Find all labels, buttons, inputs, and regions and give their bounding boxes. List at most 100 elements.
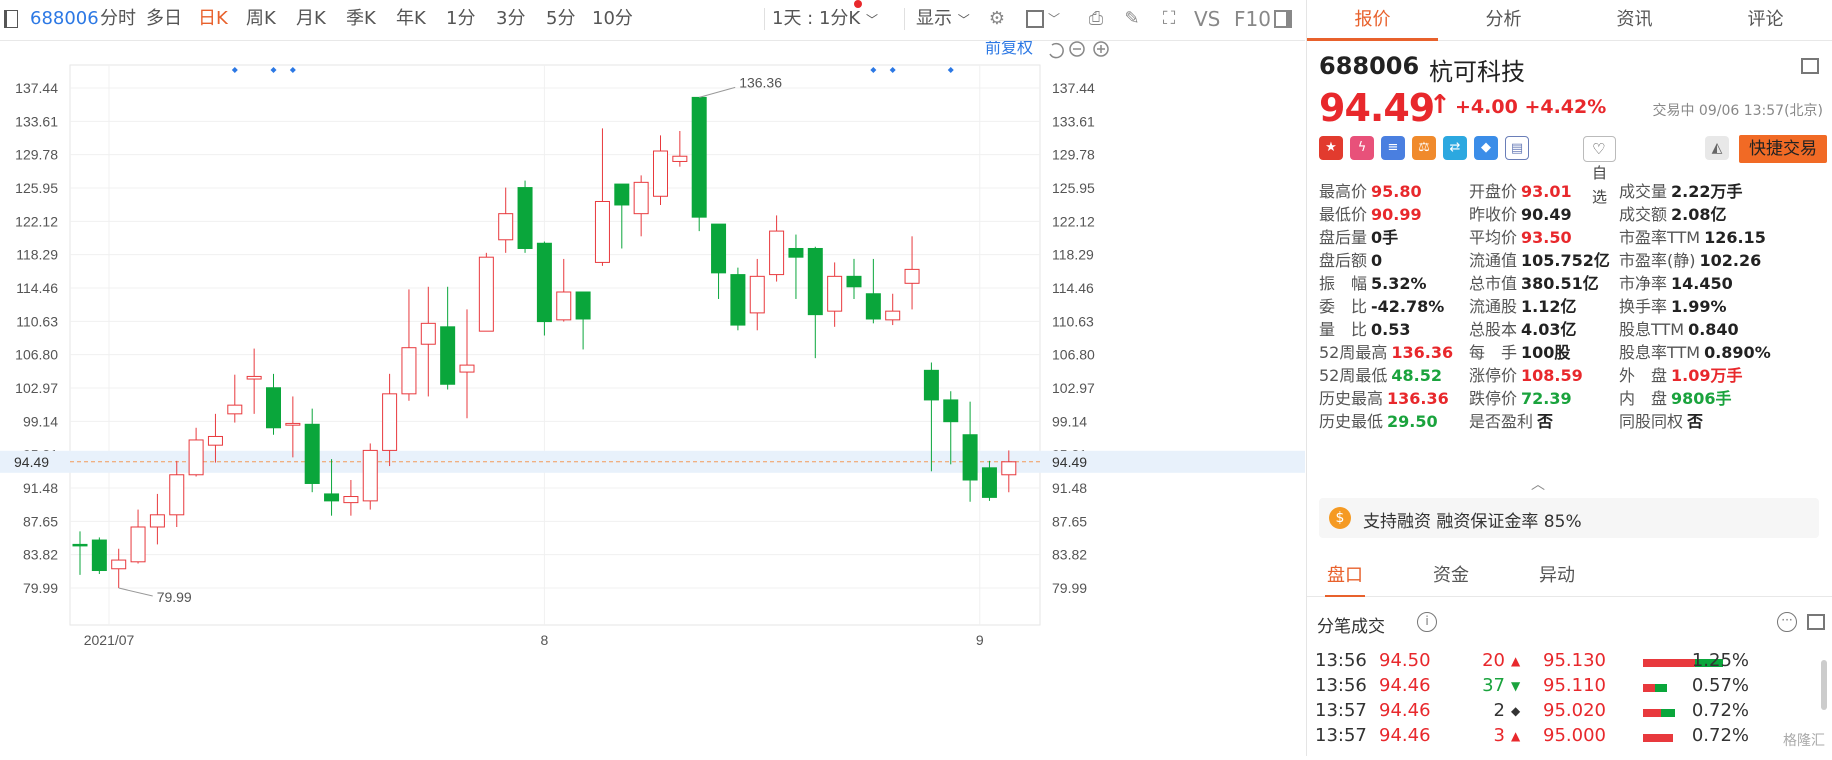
more-icon[interactable]: ··· — [1777, 612, 1797, 632]
stat-cell: 总市值 380.51亿 — [1469, 270, 1599, 294]
f10-button[interactable]: F10 — [1234, 7, 1271, 31]
china-flag-icon[interactable]: ★ — [1319, 136, 1343, 160]
sidebar-icon[interactable] — [1274, 10, 1292, 28]
stat-value: 0手 — [1371, 228, 1399, 247]
fullscreen-icon[interactable]: ⛶ — [1162, 8, 1176, 29]
interval-select[interactable]: 1天 : 1分K ﹀ — [772, 6, 878, 33]
stat-value: 102.26 — [1699, 251, 1762, 270]
tab-funds[interactable]: 资金 — [1433, 565, 1469, 586]
candle-body — [807, 247, 823, 316]
zoom-out-icon[interactable] — [1069, 41, 1085, 57]
bookmark-icon[interactable]: ▤ — [1505, 136, 1529, 160]
kline-chart[interactable]: 137.44 137.44 133.61 133.61 129.78 129.78 125.… — [0, 39, 1305, 756]
add-watchlist-button[interactable]: ♡ 自选 — [1583, 136, 1616, 206]
low-annotation-leader — [118, 587, 153, 597]
orderbook-pct: 0.72% — [1691, 700, 1749, 721]
stat-cell: 平均价 93.50 — [1469, 224, 1572, 248]
stat-cell: 是否盈利否 — [1469, 408, 1553, 432]
stats-row: 历史最高 136.36 跌停价 72.39 内 盘 9806手 — [1319, 385, 1832, 411]
orderbook-pct: 0.72% — [1691, 725, 1749, 746]
y-tick-label-right: 99.14 — [1052, 413, 1087, 429]
camera-icon[interactable]: ⎙ — [1088, 8, 1104, 29]
tab-orderbook[interactable]: 盘口 — [1327, 565, 1363, 586]
y-tick-label-right: 87.65 — [1052, 513, 1087, 529]
orderbook-pct: 0.57% — [1691, 675, 1749, 696]
candle-body — [633, 181, 649, 215]
settings-icon[interactable]: ⚙ — [988, 8, 1006, 29]
tab-quote[interactable]: 报价 — [1354, 9, 1391, 30]
orderbook-price: 95.130 — [1543, 650, 1606, 671]
candle-body — [769, 230, 785, 276]
candle-body — [266, 387, 281, 429]
period-tab-9[interactable]: 5分 — [546, 8, 576, 29]
x-tick-label: 9 — [976, 632, 984, 648]
chevron-down-icon[interactable]: ﹀ — [1048, 12, 1061, 26]
display-menu[interactable]: 显示 ﹀ — [916, 6, 970, 33]
stock-code[interactable]: 688006 — [30, 8, 99, 29]
pencil-icon[interactable]: ✎ — [1124, 8, 1140, 29]
current-price-label-right: 94.49 — [1052, 454, 1087, 470]
reset-icon[interactable] — [1049, 42, 1064, 59]
database-icon[interactable]: ≡ — [1381, 136, 1405, 160]
compare-button[interactable]: VS — [1194, 7, 1221, 31]
candle-body — [594, 200, 610, 263]
stat-value: 1.12亿 — [1521, 297, 1577, 316]
period-tab-10[interactable]: 10分 — [592, 8, 633, 29]
tag-icon[interactable]: ◆ — [1474, 136, 1498, 160]
tick-time: 13:57 — [1315, 700, 1367, 721]
period-tab-4[interactable]: 月K — [296, 8, 326, 29]
margin-info-bar[interactable]: $ 支持融资 融资保证金率 85% — [1319, 498, 1819, 538]
info-icon[interactable]: i — [1417, 612, 1437, 632]
candle-body — [459, 364, 475, 373]
tab-news[interactable]: 资讯 — [1616, 9, 1653, 30]
candle-body — [478, 256, 494, 332]
bar-red — [1643, 684, 1655, 692]
y-tick-label-left: 114.46 — [16, 280, 58, 296]
balance-icon[interactable]: ⚖ — [1412, 136, 1436, 160]
period-tab-5[interactable]: 季K — [346, 8, 376, 29]
detail-list-icon[interactable] — [1801, 58, 1819, 74]
stat-value: 93.50 — [1521, 228, 1572, 247]
toolbar-divider — [904, 8, 905, 30]
orderbook-bar — [1643, 709, 1675, 717]
quick-trade-button[interactable]: 快捷交易 — [1739, 135, 1827, 163]
stats-row: 盘后额 0 流通值 105.752亿 市盈率(静) 102.26 — [1319, 247, 1832, 273]
period-tab-1[interactable]: 多日 — [146, 8, 182, 29]
stats-row: 历史最低 29.50 是否盈利否同股同权否 — [1319, 408, 1832, 434]
period-tab-3[interactable]: 周K — [246, 8, 276, 29]
stat-label: 振 幅 — [1319, 274, 1368, 293]
period-tab-7[interactable]: 1分 — [446, 8, 476, 29]
stat-value: 0.890% — [1704, 343, 1771, 362]
stat-label: 总股本 — [1469, 320, 1518, 339]
kline-chart-svg[interactable]: 137.44 137.44 133.61 133.61 129.78 129.78 125.… — [0, 39, 1305, 756]
y-tick-label-left: 99.14 — [23, 413, 58, 429]
stat-value: 136.36 — [1387, 389, 1449, 408]
tab-comments[interactable]: 评论 — [1747, 9, 1784, 30]
tick-row: 13:56 94.50 20 ▲ 95.130 1.25% — [1307, 650, 1832, 679]
period-tab-8[interactable]: 3分 — [496, 8, 526, 29]
tab-analysis[interactable]: 分析 — [1485, 9, 1522, 30]
candle-body — [188, 439, 204, 476]
shuffle-icon[interactable]: ⇄ — [1443, 136, 1467, 160]
toggle-view-icon[interactable] — [1807, 614, 1825, 630]
plot-frame — [69, 64, 1041, 626]
orderbook-bar — [1643, 684, 1667, 692]
tab-changes[interactable]: 异动 — [1539, 565, 1575, 586]
adjust-type-label[interactable]: 前复权 — [985, 39, 1033, 57]
panel-toggle-icon[interactable] — [4, 10, 18, 28]
bell-icon[interactable]: ◭ — [1705, 136, 1729, 160]
orderbook-pct: 1.25% — [1691, 650, 1749, 671]
stat-label: 成交量 — [1619, 182, 1668, 201]
period-tab-2[interactable]: 日K — [198, 8, 228, 29]
price-change: +4.00 +4.42% — [1455, 96, 1606, 118]
candle-body — [575, 291, 591, 320]
zoom-in-icon[interactable] — [1093, 41, 1109, 57]
bolt-icon[interactable]: ϟ — [1350, 136, 1374, 160]
checkbox-icon[interactable] — [1026, 10, 1044, 28]
period-tab-6[interactable]: 年K — [396, 8, 426, 29]
stat-cell: 历史最低 29.50 — [1319, 408, 1438, 432]
stat-cell: 每 手 100股 — [1469, 339, 1570, 363]
scrollbar[interactable] — [1821, 660, 1827, 710]
period-tab-0[interactable]: 分时 — [100, 8, 136, 29]
collapse-chevron-icon[interactable]: ︿ — [1531, 477, 1545, 493]
